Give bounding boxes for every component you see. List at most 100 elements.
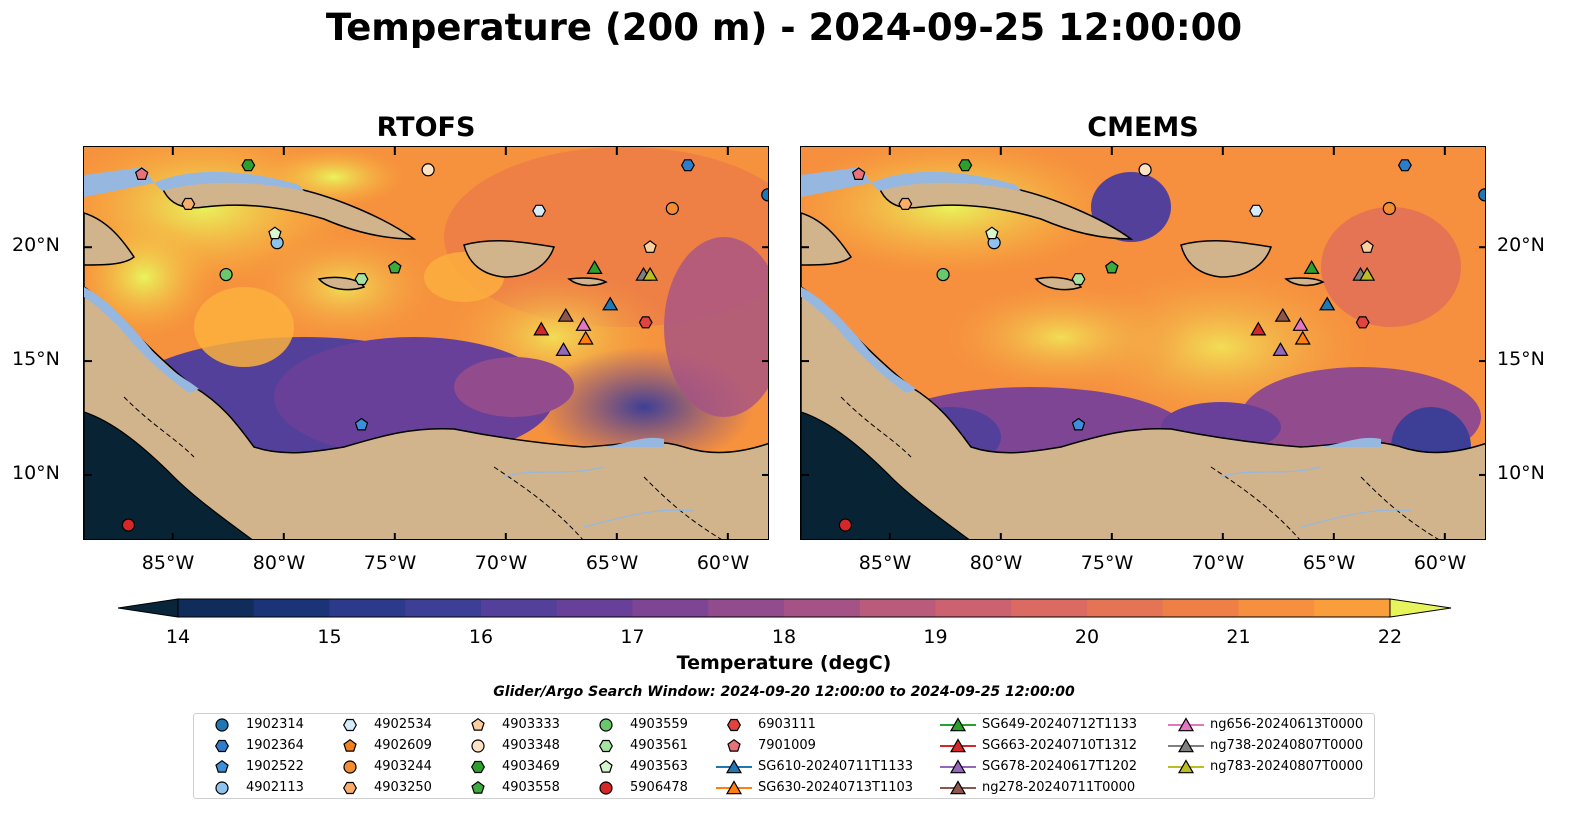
legend-marker-hexagon xyxy=(471,760,485,774)
legend-label: SG649-20240712T1133 xyxy=(982,717,1138,732)
legend-marker-pentagon xyxy=(215,759,229,773)
colorbar-segment xyxy=(178,599,255,617)
legend-marker-circle xyxy=(599,718,613,732)
colorbar-segment xyxy=(1011,599,1088,617)
legend-label: 4903563 xyxy=(630,759,688,774)
observation-marker xyxy=(134,167,149,181)
legend-label: 6903111 xyxy=(758,717,816,732)
legend-label: ng656-20240613T0000 xyxy=(1210,717,1364,732)
colorbar-ticks: 14 15 16 17 18 19 20 21 22 xyxy=(0,626,1582,650)
legend-label: 4902609 xyxy=(374,738,432,753)
colorbar-extend-low xyxy=(117,598,179,618)
rivers xyxy=(503,466,695,528)
country-borders xyxy=(123,396,722,539)
observation-marker xyxy=(1382,201,1396,216)
legend-label: 1902314 xyxy=(246,717,304,732)
colorbar-tick-label: 19 xyxy=(923,626,948,648)
observation-marker xyxy=(1292,317,1309,331)
observation-marker xyxy=(851,167,866,181)
observation-marker xyxy=(575,317,592,331)
observation-marker xyxy=(533,321,550,336)
legend-marker-triangle xyxy=(949,759,967,774)
legend-marker-pentagon xyxy=(471,717,485,731)
observation-marker xyxy=(985,226,999,240)
observation-marker xyxy=(643,240,657,253)
legend-label: ng738-20240807T0000 xyxy=(1210,738,1364,753)
map-panel-rtofs xyxy=(83,146,769,540)
search-window-note: Glider/Argo Search Window: 2024-09-20 12… xyxy=(493,684,1075,700)
observation-marker xyxy=(1360,240,1374,253)
colorbar-label: Temperature (degC) xyxy=(676,652,892,674)
colorbar-tick-label: 17 xyxy=(620,626,645,648)
observation-marker xyxy=(586,259,603,275)
observation-marker xyxy=(665,201,679,216)
lon-tick-label: 85°W xyxy=(858,552,912,574)
observation-marker xyxy=(121,518,136,532)
observation-marker xyxy=(1071,417,1086,431)
legend-marker-hexagon xyxy=(599,739,613,753)
lon-tick-label: 65°W xyxy=(585,552,639,574)
observation-marker xyxy=(1478,188,1485,202)
legend-label: 4903348 xyxy=(502,738,560,753)
legend-marker-hexagon xyxy=(343,781,357,795)
colorbar-segment xyxy=(329,599,406,617)
legend-marker-triangle xyxy=(1177,717,1195,732)
legend-label: SG678-20240617T1202 xyxy=(982,759,1138,774)
colorbar-segment xyxy=(708,599,785,617)
observation-marker xyxy=(642,266,659,281)
legend-label: 4903333 xyxy=(502,717,560,732)
legend-marker-hexagon xyxy=(727,718,741,732)
panel-title-cmems: CMEMS xyxy=(1087,112,1199,143)
legend-label: ng783-20240807T0000 xyxy=(1210,759,1364,774)
colorbar-frame xyxy=(177,598,1391,618)
observation-marker xyxy=(1071,272,1086,286)
legend-label: SG663-20240710T1312 xyxy=(982,738,1138,753)
lon-tick-label: 75°W xyxy=(1080,552,1134,574)
legend-marker-triangle xyxy=(949,717,967,732)
colorbar-segment xyxy=(1087,599,1164,617)
observation-marker xyxy=(838,518,853,532)
legend-label: 4903469 xyxy=(502,759,560,774)
colorbar-tick-label: 18 xyxy=(771,626,797,648)
pacific-ocean xyxy=(801,411,970,539)
colorbar-tick-label: 22 xyxy=(1377,626,1403,648)
observation-marker xyxy=(638,316,653,329)
colorbar-segment xyxy=(935,599,1012,617)
legend-marker-triangle xyxy=(1177,738,1195,753)
colorbar-segment xyxy=(253,599,330,617)
colorbar-segment xyxy=(632,599,709,617)
observation-marker xyxy=(936,267,950,282)
observation-marker xyxy=(241,159,256,172)
observation-marker xyxy=(1272,341,1289,356)
observation-marker xyxy=(219,267,233,282)
lon-tick-label: 65°W xyxy=(1302,552,1356,574)
colorbar-segment xyxy=(556,599,633,617)
legend-marker-pentagon xyxy=(343,738,357,752)
legend-label: 1902364 xyxy=(246,738,304,753)
legend-label: 5906478 xyxy=(630,780,688,795)
legend-marker-triangle xyxy=(949,738,967,753)
observation-marker xyxy=(555,341,572,356)
legend-marker-triangle xyxy=(725,780,743,795)
observation-marker xyxy=(1397,159,1412,172)
colorbar-segment xyxy=(1314,599,1391,617)
observation-marker xyxy=(421,163,435,177)
legend-label: ng278-20240711T0000 xyxy=(982,780,1136,795)
observation-marker xyxy=(354,417,369,431)
observation-marker xyxy=(898,197,913,211)
lat-tick-label: 15°N xyxy=(12,348,60,371)
lon-tick-label: 80°W xyxy=(969,552,1023,574)
legend-marker-circle xyxy=(215,781,229,795)
lon-tick-label: 60°W xyxy=(1413,552,1467,574)
lon-tick-label: 70°W xyxy=(1191,552,1245,574)
observation-marker xyxy=(1319,296,1336,311)
legend-marker-circle xyxy=(343,760,357,774)
legend-marker-hexagon xyxy=(215,739,229,753)
lat-tick-label: 20°N xyxy=(1497,234,1545,257)
legend-marker-circle xyxy=(471,739,485,753)
observation-marker xyxy=(1303,259,1320,275)
observation-marker xyxy=(354,272,369,286)
legend-label: 4903561 xyxy=(630,738,688,753)
lat-tick-label: 10°N xyxy=(12,461,60,484)
observation-marker xyxy=(181,197,196,211)
